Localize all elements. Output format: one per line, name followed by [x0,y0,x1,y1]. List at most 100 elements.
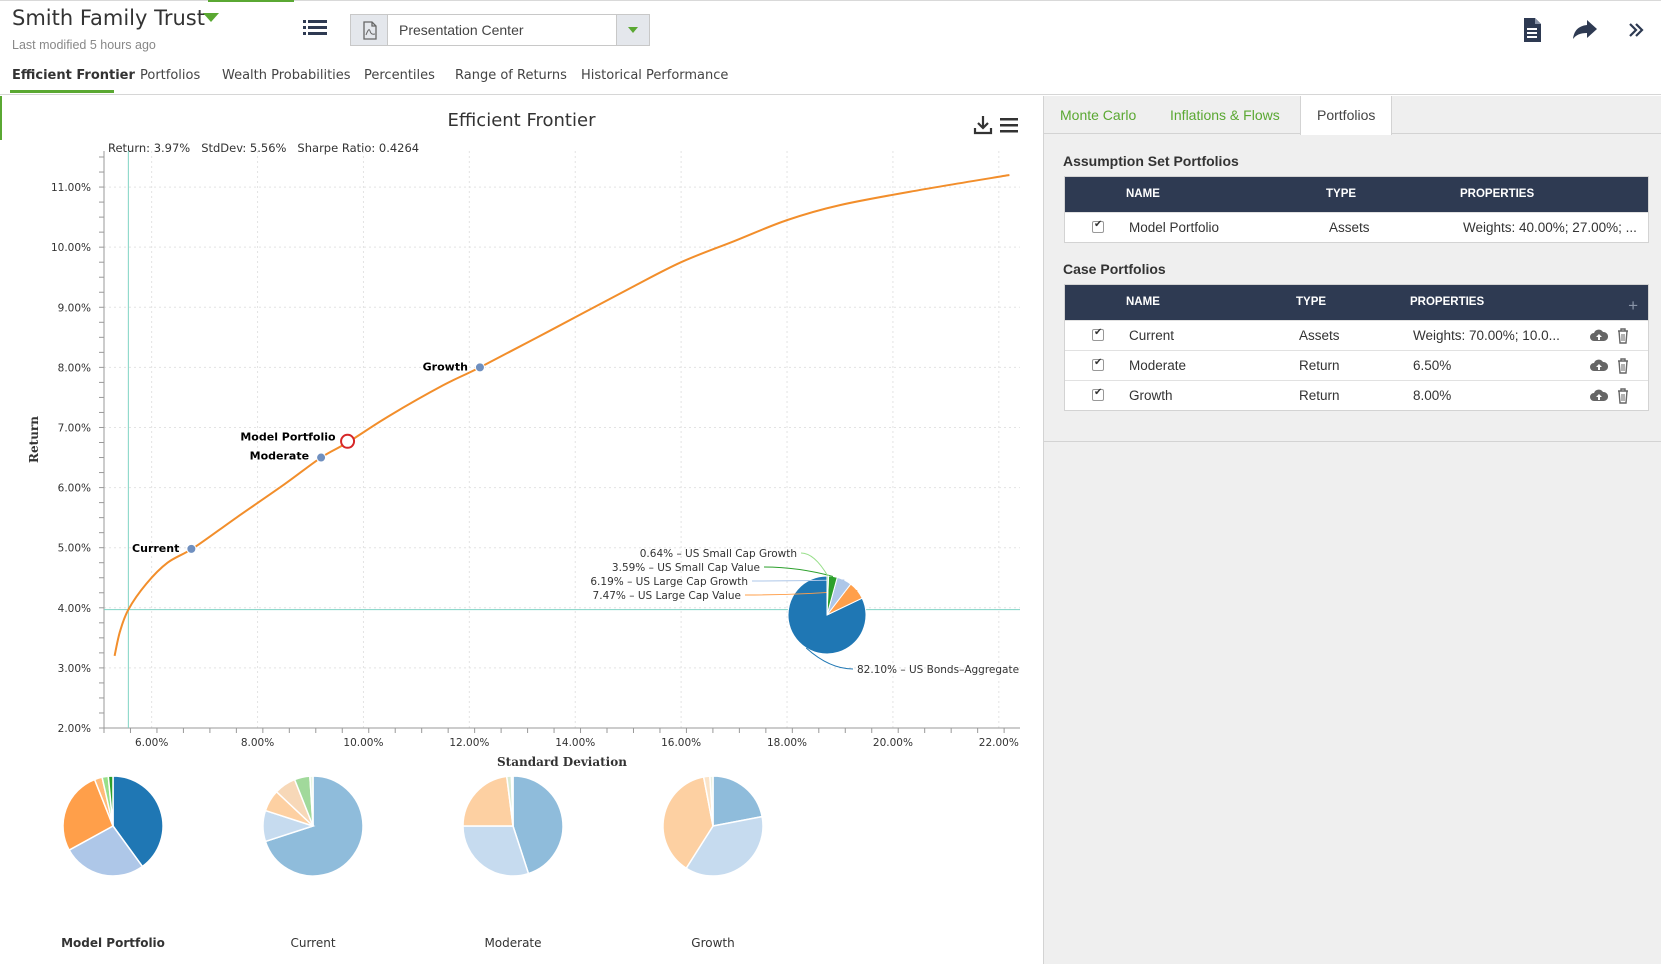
point-moderate [316,452,327,463]
table-row[interactable]: Growth Return 8.00% [1065,380,1648,410]
row-checkbox[interactable] [1092,387,1104,401]
column-type[interactable]: TYPE [1296,296,1327,308]
add-portfolio-button[interactable]: + [1628,296,1638,315]
small-pie-slice [112,775,164,868]
trash-icon[interactable] [1614,327,1632,345]
point-current [186,543,197,554]
y-tick-label: 3.00% [58,663,91,675]
tab-inflations-flows[interactable]: Inflations & Flows [1170,107,1280,123]
column-properties[interactable]: PROPERTIES [1410,296,1485,308]
row-properties: 8.00% [1413,388,1452,403]
download-icon[interactable] [972,114,994,136]
efficient-frontier-line [113,174,1010,657]
column-name[interactable]: NAME [1126,188,1160,200]
panel-divider [1044,441,1661,442]
active-tab-indicator [10,90,114,93]
document-icon[interactable] [1518,16,1546,44]
presentation-center-select[interactable]: Presentation Center [350,14,650,46]
assumption-portfolios-table: NAME TYPE PROPERTIES Model Portfolio Ass… [1064,176,1649,243]
y-tick-label: 10.00% [51,242,91,254]
small-pie-slice [264,775,364,877]
tooltip-pie-slice [826,575,830,616]
pdf-file-icon [363,21,377,40]
tab-monte-carlo[interactable]: Monte Carlo [1060,107,1137,123]
hamburger-menu-icon[interactable] [998,115,1020,135]
row-name: Current [1129,328,1175,343]
small-pie-slice [107,775,114,827]
last-modified-text: Last modified 5 hours ago [12,38,156,52]
tab-efficient-frontier[interactable]: Efficient Frontier [12,68,135,83]
table-row[interactable]: Moderate Return 6.50% [1065,350,1648,380]
small-pie-slice [662,776,714,870]
top-border [0,0,1661,1]
small-pie-slice [262,809,316,843]
x-tick-label: 10.00% [343,737,383,749]
row-name: Moderate [1129,358,1187,373]
tooltip-pie-label: 0.64% – US Small Cap Growth [640,548,797,560]
assumption-set-title: Assumption Set Portfolios [1063,153,1239,169]
y-tick-label: 6.00% [58,483,91,495]
pdf-button[interactable] [351,15,388,45]
chart-title: Efficient Frontier [447,110,596,131]
table-row[interactable]: Current Assets Weights: 70.00%; 10.0... [1065,320,1648,350]
chart-area: Efficient Frontier Return: 3.97% StdDev:… [0,96,1043,964]
table-row[interactable]: Model Portfolio Assets Weights: 40.00%; … [1065,212,1648,242]
tooltip-pie-connector [744,589,858,596]
cloud-upload-icon[interactable] [1590,387,1608,405]
table-header: NAME TYPE PROPERTIES + [1065,285,1648,320]
y-tick-label: 8.00% [58,362,91,374]
tab-portfolios[interactable]: Portfolios [140,68,201,83]
client-dropdown-caret-icon[interactable] [203,13,219,22]
small-pie-slice [62,778,114,852]
point-model-portfolio [340,433,356,449]
row-checkbox[interactable] [1092,219,1104,233]
tooltip-pie-slice [826,583,863,616]
row-properties: Weights: 70.00%; 10.0... [1413,328,1560,343]
small-pie-slice [275,778,314,827]
client-title[interactable]: Smith Family Trust [12,6,205,30]
cloud-upload-icon[interactable] [1590,327,1608,345]
row-type: Assets [1299,328,1340,343]
small-pie-slice [702,775,714,827]
y-tick-label: 2.00% [58,723,91,735]
trash-icon[interactable] [1614,357,1632,375]
x-tick-label: 14.00% [555,737,595,749]
pie-label-current: Current [290,936,336,950]
row-name: Growth [1129,388,1173,403]
tooltip-pie-label: 82.10% – US Bonds–Aggregate [857,664,1019,676]
small-pie-slice [462,775,514,827]
column-properties[interactable]: PROPERTIES [1460,188,1535,200]
column-name[interactable]: NAME [1126,296,1160,308]
small-pie-slice [709,775,714,827]
left-accent-bar [0,96,2,140]
tab-portfolios-panel[interactable]: Portfolios [1300,96,1393,135]
tooltip-pie-slice [826,575,838,616]
tab-range-of-returns[interactable]: Range of Returns [455,68,567,83]
tooltip-pie-connector [800,552,829,577]
x-axis-title: Standard Deviation [497,755,627,769]
list-icon[interactable] [303,18,327,40]
row-checkbox[interactable] [1092,327,1104,341]
tab-percentiles[interactable]: Percentiles [364,68,435,83]
row-type: Assets [1329,220,1370,235]
tab-wealth-probabilities[interactable]: Wealth Probabilities [222,68,351,83]
tab-historical-performance[interactable]: Historical Performance [581,68,729,83]
tooltip-pie-connector [805,647,854,670]
tooltip-pie-label: 6.19% – US Large Cap Growth [590,576,748,588]
trash-icon[interactable] [1614,387,1632,405]
row-type: Return [1299,358,1340,373]
point-label-moderate: Moderate [250,450,309,463]
chart-summary: Return: 3.97% StdDev: 5.56% Sharpe Ratio… [108,141,420,155]
row-properties: Weights: 40.00%; 27.00%; ... [1463,220,1637,235]
presentation-dropdown-button[interactable] [616,15,649,45]
x-tick-label: 18.00% [767,737,807,749]
cloud-upload-icon[interactable] [1590,357,1608,375]
double-chevron-right-icon[interactable] [1622,16,1650,44]
right-tabs: Monte Carlo Inflations & Flows Portfolio… [1044,96,1661,135]
small-pie-slice [510,775,514,827]
column-type[interactable]: TYPE [1326,188,1357,200]
y-axis-title: Return [27,416,41,463]
point-growth [474,362,485,373]
row-checkbox[interactable] [1092,357,1104,371]
share-arrow-icon[interactable] [1571,16,1599,44]
